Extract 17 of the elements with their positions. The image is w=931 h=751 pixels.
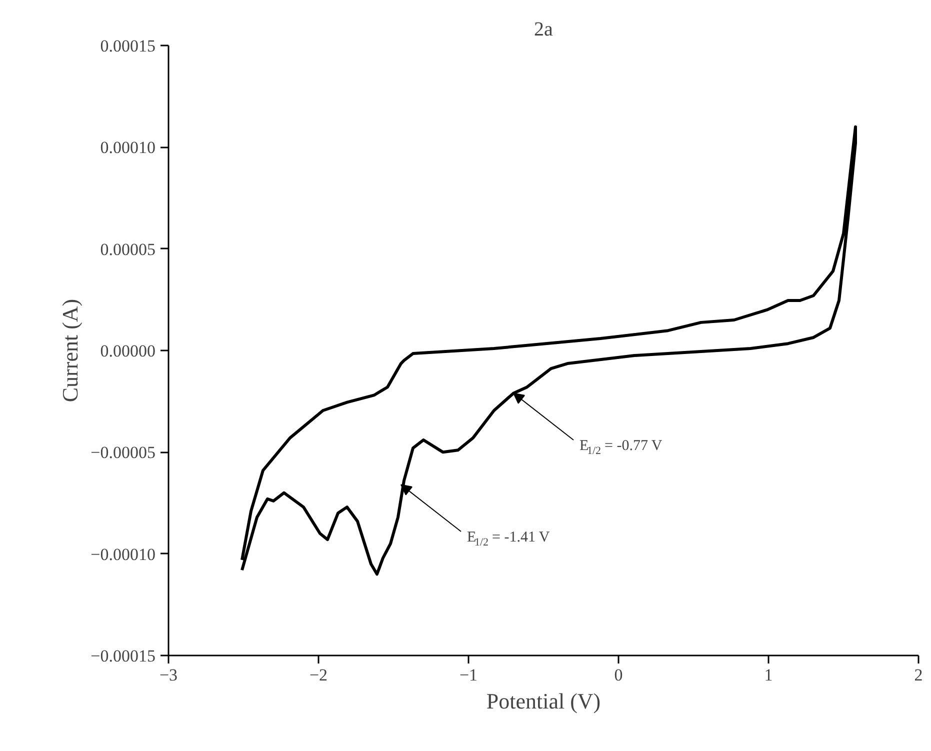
y-tick-label: −0.00005: [90, 443, 156, 462]
x-tick-label: 0: [614, 666, 623, 684]
x-tick-label: 1: [764, 666, 773, 684]
line-series: [240, 125, 857, 576]
x-tick-label: −2: [309, 666, 328, 684]
x-tick-label: 2: [914, 666, 923, 684]
y-tick-label: 0.00005: [100, 240, 156, 259]
x-axis-title: Potential (V): [486, 688, 601, 714]
y-tick-label: −0.00010: [90, 544, 156, 564]
y-axis-title: Current (A): [58, 298, 83, 402]
y-tick-label: 0.00015: [100, 36, 156, 56]
x-tick-label: −3: [159, 666, 178, 684]
y-tick-label: −0.00015: [90, 646, 156, 666]
x-tick-label: −1: [459, 666, 478, 684]
chart-title: 2a: [534, 18, 554, 40]
y-tick-label: 0.00000: [100, 342, 156, 360]
y-tick-label: 0.00010: [100, 138, 156, 158]
